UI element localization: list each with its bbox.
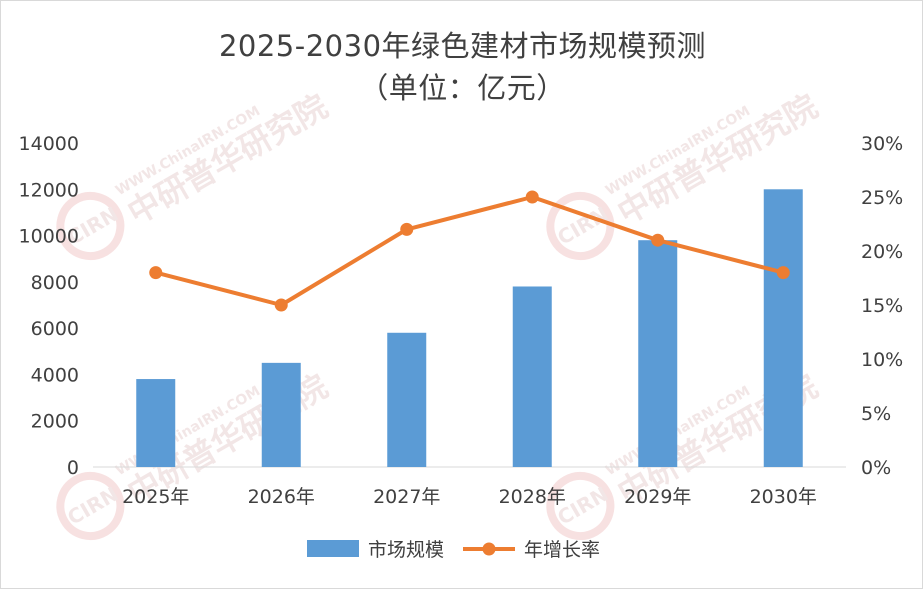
legend-swatch-marker [482, 542, 496, 556]
x-tick-label: 2030年 [750, 486, 817, 508]
legend-label-line: 年增长率 [524, 539, 600, 561]
y-right-tick-label: 30% [861, 133, 903, 155]
bar [136, 379, 176, 467]
bar [261, 362, 301, 467]
y-left-tick-label: 10000 [19, 226, 79, 248]
x-tick-label: 2029年 [624, 486, 691, 508]
growth-point [400, 222, 414, 236]
chart-title: 2025-2030年绿色建材市场规模预测 [218, 29, 707, 63]
x-tick-label: 2027年 [373, 486, 440, 508]
y-left-tick-label: 4000 [31, 364, 79, 386]
legend-label-bar: 市场规模 [368, 539, 444, 561]
y-right-tick-label: 20% [861, 241, 903, 263]
growth-point [149, 266, 163, 280]
growth-line [155, 195, 784, 307]
x-tick-label: 2025年 [122, 486, 189, 508]
y-left-tick-label: 8000 [31, 272, 79, 294]
chart-subtitle: （单位：亿元） [359, 71, 566, 105]
y-right-tick-label: 10% [861, 349, 903, 371]
x-tick-label: 2026年 [248, 486, 315, 508]
y-left-tick-label: 6000 [31, 318, 79, 340]
legend-swatch-bar [307, 540, 359, 557]
y-left-tick-label: 2000 [31, 411, 79, 433]
y-right-tick-label: 25% [861, 187, 903, 209]
growth-point [274, 298, 288, 312]
growth-point [776, 266, 790, 280]
svg-text:中研普华研究院: 中研普华研究院 [121, 87, 334, 232]
y-left-tick-label: 0 [67, 457, 79, 479]
x-tick-label: 2028年 [499, 486, 566, 508]
y-right-tick-label: 5% [861, 403, 891, 425]
y-left-tick-label: 14000 [19, 133, 79, 155]
bar [387, 332, 427, 467]
y-left-tick-label: 12000 [19, 179, 79, 201]
y-right-tick-label: 0% [861, 457, 891, 479]
bar [638, 240, 678, 467]
bar [763, 189, 803, 468]
growth-point [525, 190, 539, 204]
growth-point [651, 233, 665, 247]
bar [512, 286, 552, 467]
y-right-tick-label: 15% [861, 295, 903, 317]
